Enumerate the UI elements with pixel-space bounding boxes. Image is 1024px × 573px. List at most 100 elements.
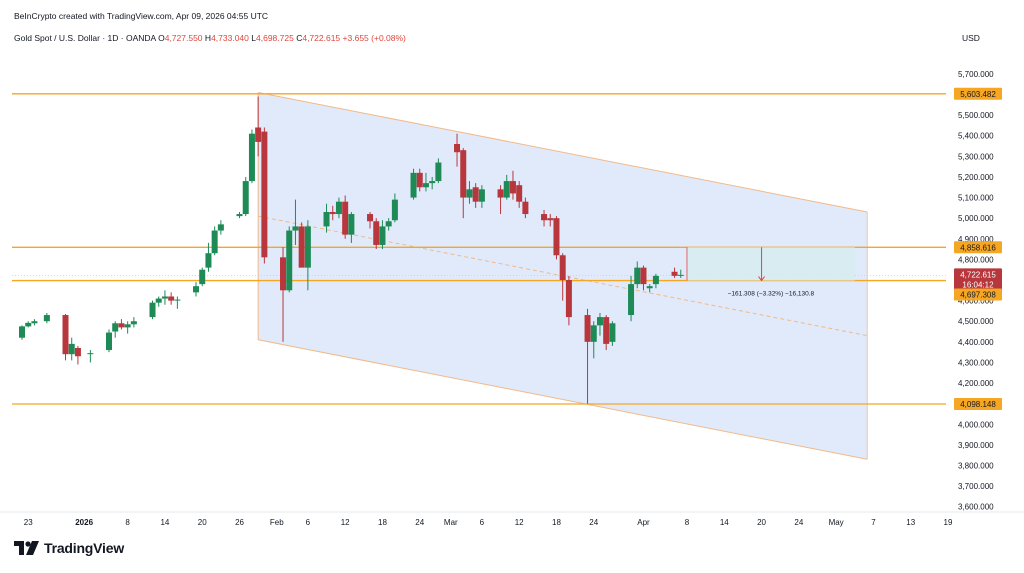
candle-body bbox=[130, 321, 137, 325]
candle-body bbox=[466, 189, 473, 198]
x-tick-label: 18 bbox=[552, 518, 561, 527]
candle bbox=[149, 300, 156, 320]
y-tick-label: 5,000.000 bbox=[958, 214, 994, 223]
candle bbox=[466, 181, 473, 204]
candle-body bbox=[391, 199, 398, 221]
level-price-tag: 4,697.308 bbox=[960, 291, 996, 300]
x-tick-label: 6 bbox=[480, 518, 485, 527]
candle-body bbox=[199, 269, 206, 285]
candle-body bbox=[155, 298, 162, 303]
candle-body bbox=[460, 150, 467, 198]
candle bbox=[62, 314, 69, 361]
y-tick-label: 5,200.000 bbox=[958, 173, 994, 182]
candle bbox=[193, 282, 200, 297]
candle bbox=[31, 319, 38, 326]
candle bbox=[609, 321, 616, 346]
candle-body bbox=[472, 187, 479, 202]
candle-body bbox=[373, 221, 380, 245]
candle bbox=[584, 308, 591, 404]
channel-lower-line bbox=[258, 339, 868, 460]
candle bbox=[385, 218, 392, 231]
currency-label[interactable]: USD bbox=[962, 33, 980, 43]
y-tick-label: 4,800.000 bbox=[958, 255, 994, 264]
measure-box[interactable]: −161.308 (−3.32%) −16,130.8 bbox=[686, 247, 855, 298]
x-tick-label: 24 bbox=[589, 518, 598, 527]
candle-body bbox=[118, 323, 125, 328]
candle bbox=[646, 284, 653, 293]
candle-body bbox=[454, 143, 461, 153]
time-axis[interactable]: 23 2026 8 14 20 26 Feb 6 12 18 24 Mar 6 12 18 24 Apr 8 14 2… bbox=[0, 511, 1024, 527]
candle bbox=[124, 321, 131, 334]
level-price-tag-bg bbox=[954, 87, 1002, 100]
y-tick-label: 5,300.000 bbox=[958, 152, 994, 161]
candle bbox=[261, 127, 268, 264]
candle-body bbox=[68, 343, 75, 355]
tradingview-logo[interactable]: TradingView bbox=[14, 540, 124, 556]
y-tick-label: 4,300.000 bbox=[958, 358, 994, 367]
candle-body bbox=[323, 211, 330, 227]
x-tick-label: 18 bbox=[378, 518, 387, 527]
x-tick-label: 19 bbox=[944, 518, 953, 527]
candle bbox=[422, 172, 429, 192]
candle bbox=[640, 265, 647, 291]
candle-body bbox=[435, 162, 442, 182]
candle-body bbox=[652, 275, 659, 285]
low-label: L bbox=[251, 33, 256, 43]
level-price-tag: 4,098.148 bbox=[960, 400, 996, 409]
candle-body bbox=[205, 253, 212, 268]
candle-body bbox=[255, 127, 262, 142]
candle bbox=[217, 220, 224, 235]
candle bbox=[348, 211, 355, 243]
candle bbox=[497, 185, 504, 215]
candle bbox=[248, 129, 255, 184]
x-tick-label: 8 bbox=[685, 518, 690, 527]
countdown-label: 16:04:12 bbox=[962, 280, 994, 289]
y-tick-label: 3,900.000 bbox=[958, 441, 994, 450]
candle bbox=[429, 176, 436, 190]
candle bbox=[416, 168, 423, 192]
candle-body bbox=[416, 172, 423, 188]
candle-body bbox=[646, 286, 653, 289]
symbol-title[interactable]: Gold Spot / U.S. Dollar · 1D · OANDA bbox=[14, 33, 156, 43]
candle bbox=[460, 148, 467, 219]
close-value: 4,722.615 bbox=[302, 33, 341, 43]
y-tick-label: 5,500.000 bbox=[958, 111, 994, 120]
candle bbox=[472, 183, 479, 208]
x-tick-label: 24 bbox=[415, 518, 424, 527]
candle bbox=[118, 319, 125, 330]
y-tick-label: 4,200.000 bbox=[958, 379, 994, 388]
candle-body bbox=[541, 214, 548, 221]
high-label: H bbox=[204, 33, 212, 43]
channel-upper-line bbox=[258, 91, 868, 213]
candle bbox=[161, 290, 168, 305]
candle-body bbox=[106, 332, 113, 351]
candle bbox=[236, 211, 243, 219]
candle-body bbox=[174, 299, 181, 301]
price-axis[interactable]: 3,600.000 3,700.000 3,800.000 3,900.000 4,00… bbox=[958, 70, 994, 512]
candle bbox=[553, 216, 560, 260]
x-tick-label: 20 bbox=[198, 518, 207, 527]
candle-body bbox=[565, 280, 572, 318]
candle bbox=[255, 96, 262, 157]
candle bbox=[168, 292, 175, 305]
x-tick-label: 12 bbox=[341, 518, 350, 527]
candle-body bbox=[677, 274, 684, 276]
candle-body bbox=[385, 221, 392, 227]
candle-body bbox=[584, 315, 591, 342]
candle-body bbox=[74, 348, 81, 357]
measure-rect bbox=[686, 247, 855, 281]
x-tick-label: Feb bbox=[270, 518, 284, 527]
candle-body bbox=[31, 321, 38, 324]
candle-body bbox=[62, 315, 69, 355]
candle-body bbox=[590, 325, 597, 342]
y-tick-label: 4,400.000 bbox=[958, 338, 994, 347]
x-tick-label: 8 bbox=[125, 518, 130, 527]
candle bbox=[379, 220, 386, 250]
candle bbox=[19, 325, 25, 340]
close-label: C bbox=[296, 33, 303, 43]
low-value: 4,698.725 bbox=[256, 33, 294, 43]
y-tick-label: 3,600.000 bbox=[958, 503, 994, 512]
candle-body bbox=[628, 284, 635, 316]
candle bbox=[286, 226, 293, 293]
